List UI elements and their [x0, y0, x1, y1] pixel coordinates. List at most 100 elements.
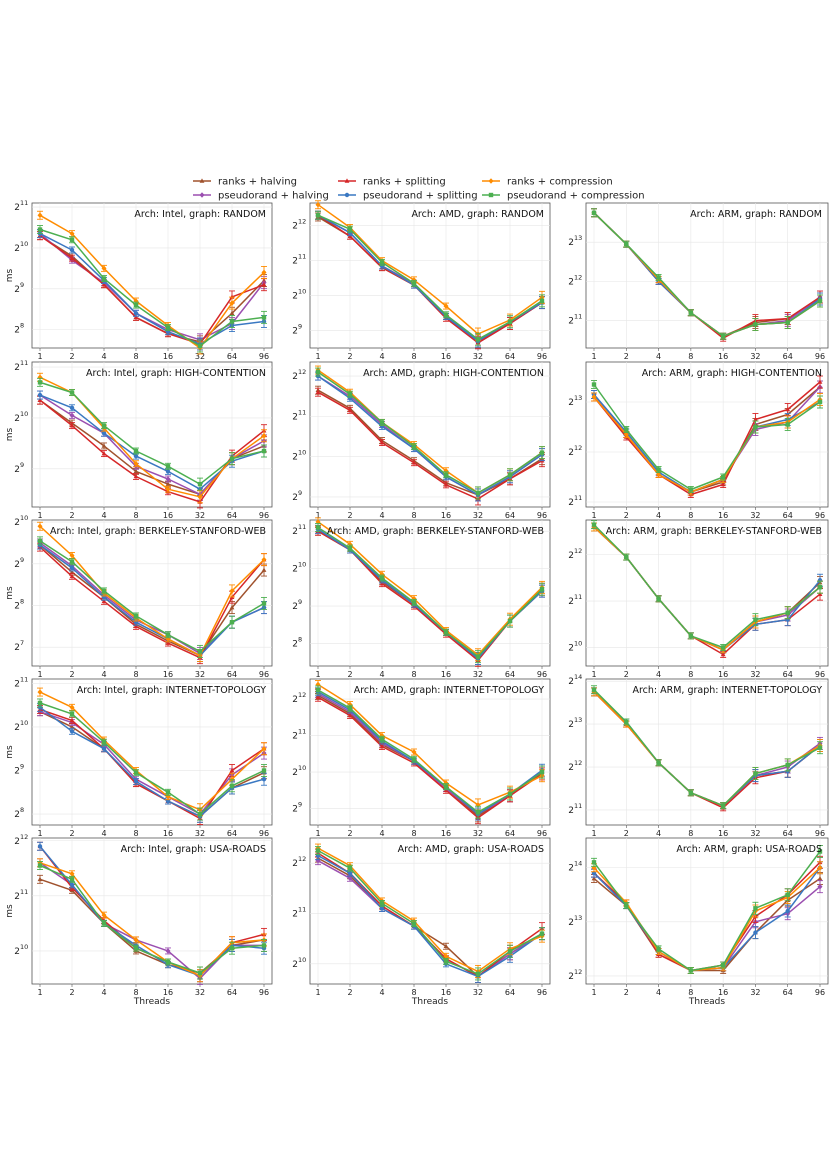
y-tick-exponent: 8 — [20, 322, 24, 330]
data-point — [229, 294, 235, 299]
x-tick-label: 96 — [815, 829, 825, 838]
x-tick-label: 4 — [656, 670, 661, 679]
y-tick-label: 2 — [292, 493, 298, 503]
data-point — [475, 490, 481, 496]
data-point — [197, 481, 203, 487]
x-tick-label: 64 — [783, 511, 793, 520]
data-point — [753, 771, 758, 776]
x-tick-label: 1 — [315, 670, 320, 679]
data-point — [720, 474, 726, 480]
data-point — [261, 745, 267, 752]
x-tick-label: 16 — [718, 829, 728, 838]
data-point — [69, 565, 75, 571]
series-line — [317, 375, 543, 496]
data-point — [379, 571, 385, 578]
legend-label: pseudorand + halving — [218, 191, 329, 202]
data-point — [101, 746, 107, 751]
data-point — [656, 467, 661, 472]
data-point — [411, 281, 417, 286]
data-point — [785, 406, 791, 412]
panel-title: Arch: Intel, graph: INTERNET-TOPOLOGY — [77, 685, 266, 696]
x-tick-label: 64 — [227, 352, 237, 361]
data-point — [379, 439, 385, 445]
legend-item: pseudorand + splitting — [338, 191, 478, 202]
x-tick-label: 32 — [750, 352, 760, 361]
data-point — [37, 863, 43, 868]
x-tick-label: 32 — [195, 352, 205, 361]
data-point — [688, 487, 694, 492]
y-tick-label: 2 — [14, 203, 20, 213]
y-tick-label: 2 — [568, 972, 574, 982]
y-tick-label: 2 — [292, 768, 298, 778]
x-tick-label: 2 — [347, 511, 352, 520]
data-point — [539, 931, 545, 936]
legend-marker — [199, 192, 205, 198]
data-point — [133, 468, 139, 474]
panel-title: Arch: Intel, graph: RANDOM — [134, 209, 266, 220]
data-point — [720, 334, 726, 339]
data-point — [261, 777, 267, 782]
x-tick-label: 96 — [259, 511, 269, 520]
data-point — [261, 768, 267, 773]
y-tick-label: 2 — [568, 763, 574, 773]
series-line — [39, 544, 265, 657]
y-tick-exponent: 12 — [574, 547, 582, 555]
data-point — [347, 712, 353, 718]
y-tick-label: 2 — [568, 551, 574, 561]
data-point — [785, 892, 790, 897]
y-tick-exponent: 13 — [574, 394, 582, 402]
data-point — [261, 567, 267, 572]
data-point — [197, 649, 203, 654]
x-tick-label: 96 — [815, 511, 825, 520]
legend-item: ranks + compression — [482, 177, 613, 188]
data-point — [347, 875, 353, 882]
x-tick-label: 96 — [259, 352, 269, 361]
data-point — [69, 724, 75, 729]
y-tick-exponent: 12 — [298, 855, 306, 863]
x-tick-label: 16 — [163, 988, 173, 997]
data-point — [69, 573, 75, 579]
x-tick-label: 8 — [411, 670, 416, 679]
data-point — [347, 866, 353, 871]
data-point — [817, 399, 823, 405]
x-tick-label: 64 — [227, 829, 237, 838]
series-line — [39, 708, 265, 820]
data-point — [197, 970, 203, 976]
x-tick-label: 8 — [688, 511, 693, 520]
data-point — [785, 610, 790, 615]
y-tick-exponent: 10 — [574, 639, 582, 647]
legend-label: pseudorand + compression — [507, 191, 645, 202]
panel-title: Arch: AMD, graph: HIGH-CONTENTION — [363, 368, 544, 379]
x-tick-label: 1 — [315, 511, 320, 520]
y-tick-exponent: 13 — [574, 914, 582, 922]
data-point — [624, 719, 629, 725]
data-point — [69, 877, 75, 882]
data-point — [69, 711, 75, 717]
x-tick-label: 1 — [37, 829, 42, 838]
panel-title: Arch: Intel, graph: HIGH-CONTENTION — [86, 368, 266, 379]
x-tick-label: 2 — [69, 829, 74, 838]
x-tick-label: 32 — [473, 352, 483, 361]
x-tick-label: 2 — [347, 988, 352, 997]
series-line — [593, 212, 821, 337]
data-point — [69, 717, 75, 723]
y-tick-exponent: 10 — [20, 410, 28, 418]
y-axis-label: ms — [5, 268, 15, 282]
data-point — [347, 701, 353, 708]
data-point — [785, 908, 790, 914]
x-tick-label: 16 — [163, 670, 173, 679]
series-line — [317, 526, 543, 658]
data-point — [347, 227, 353, 232]
data-point — [261, 269, 267, 276]
x-tick-label: 32 — [473, 829, 483, 838]
y-tick-label: 2 — [568, 864, 574, 874]
y-tick-exponent: 12 — [298, 218, 306, 226]
x-tick-label: 16 — [441, 511, 451, 520]
x-tick-label: 64 — [505, 988, 515, 997]
data-point — [720, 803, 726, 808]
data-point — [411, 444, 417, 449]
series-line — [317, 683, 543, 806]
x-tick-label: 4 — [101, 829, 106, 838]
y-tick-label: 2 — [292, 222, 298, 232]
